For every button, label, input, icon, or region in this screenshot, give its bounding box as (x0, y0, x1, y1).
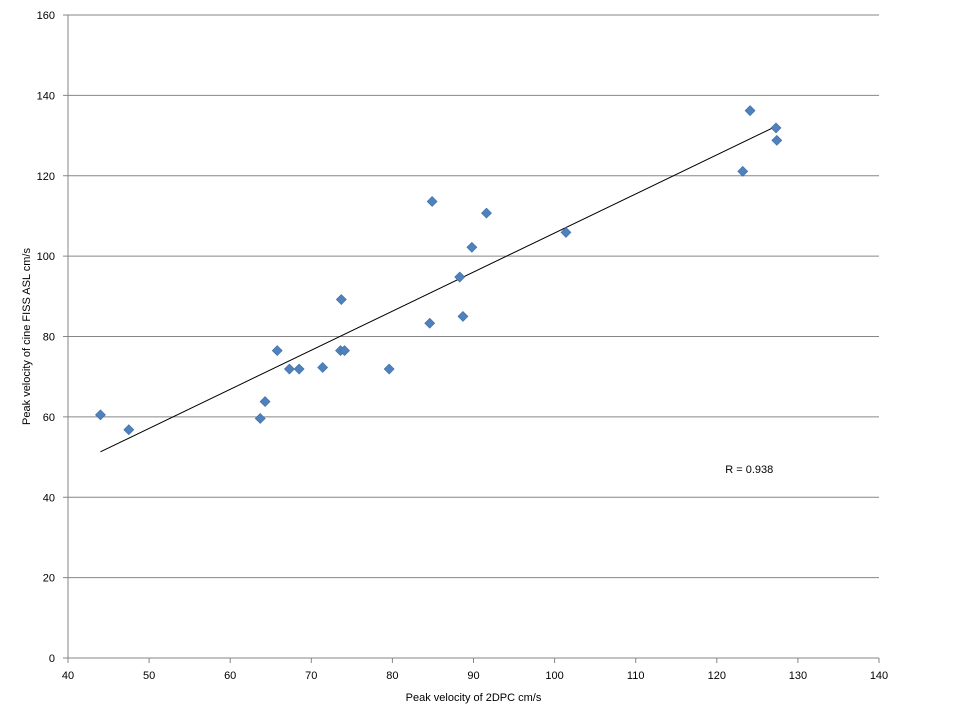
y-tick-label: 120 (37, 171, 55, 183)
x-axis-ticks: 40 50 60 70 80 90 100 110 120 130 140 (62, 658, 888, 682)
data-point (744, 105, 756, 117)
trendline (100, 125, 777, 453)
x-axis-title: Peak velocity of 2DPC cm/s (406, 692, 542, 704)
data-point (383, 363, 395, 375)
y-tick-label: 0 (49, 653, 55, 665)
x-tick-label: 40 (62, 670, 74, 682)
gridlines (68, 14, 879, 579)
x-tick-label: 70 (305, 670, 317, 682)
data-point (426, 196, 438, 207)
x-tick-label: 110 (627, 670, 645, 682)
data-point (123, 424, 135, 436)
y-tick-label: 20 (43, 573, 55, 585)
data-point (457, 310, 469, 322)
data-point (454, 271, 466, 283)
x-tick-label: 100 (545, 670, 563, 682)
x-tick-label: 130 (789, 670, 807, 682)
data-point (254, 413, 266, 424)
annotations: R = 0.938 (725, 464, 773, 476)
data-points (95, 105, 783, 436)
y-tick-label: 100 (37, 251, 55, 263)
y-axis-title: Peak velocity of cine FISS ASL cm/s (21, 248, 33, 425)
data-point (317, 362, 329, 373)
y-tick-label: 140 (37, 90, 55, 102)
data-point (339, 345, 350, 356)
x-tick-label: 120 (708, 670, 726, 682)
x-tick-label: 140 (870, 670, 888, 682)
y-tick-label: 60 (43, 412, 55, 424)
data-point (770, 122, 782, 134)
x-tick-label: 50 (143, 670, 155, 682)
r-value-annotation: R = 0.938 (725, 464, 773, 476)
x-tick-label: 90 (467, 670, 479, 682)
data-point (737, 165, 749, 177)
y-tick-label: 80 (43, 332, 55, 344)
x-tick-label: 60 (224, 670, 236, 682)
y-tick-label: 160 (37, 10, 55, 22)
data-point (481, 207, 492, 219)
x-tick-label: 80 (386, 670, 398, 682)
data-point (560, 226, 572, 238)
data-point (293, 363, 305, 375)
data-point (771, 134, 783, 146)
y-tick-label: 40 (43, 492, 55, 504)
data-point (335, 294, 347, 305)
data-point (466, 241, 478, 253)
data-point (283, 363, 295, 375)
data-point (259, 396, 271, 408)
data-point (95, 409, 106, 421)
y-axis-ticks: 0 20 40 60 80 100 120 140 160 (37, 10, 68, 665)
data-point (424, 317, 436, 329)
data-point (271, 345, 283, 356)
